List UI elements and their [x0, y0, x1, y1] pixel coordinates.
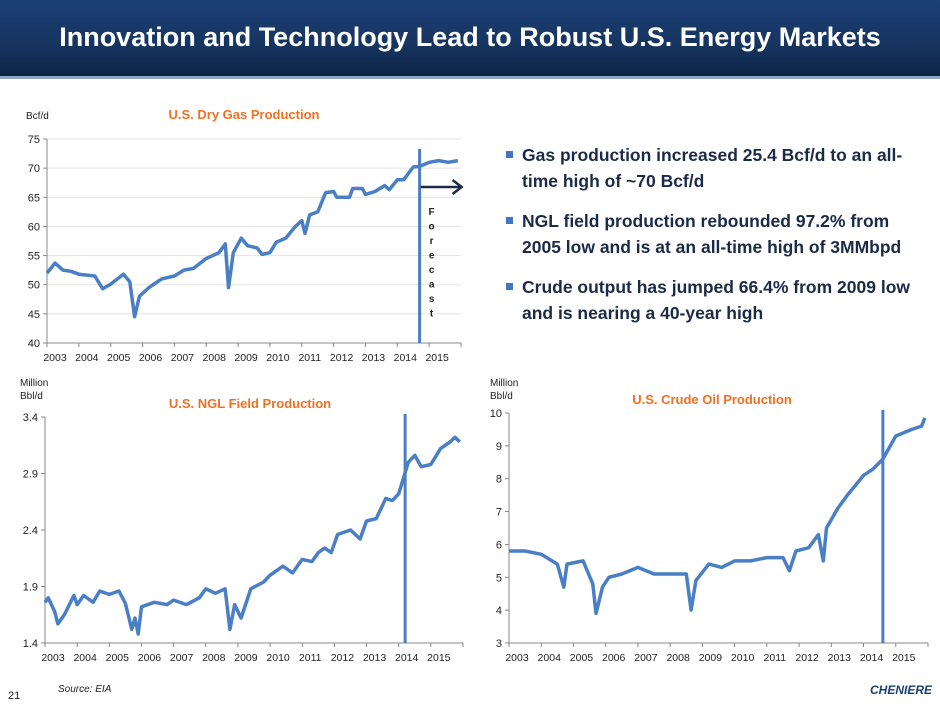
x-tick-label: 2007 — [171, 352, 195, 364]
x-tick-label: 2014 — [394, 352, 418, 364]
bullet-square-icon — [506, 283, 513, 290]
x-tick-label: 2012 — [330, 352, 354, 364]
source-note: Source: EIA — [58, 684, 112, 695]
forecast-label-char: a — [429, 280, 435, 291]
x-tick-label: 2011 — [299, 652, 322, 664]
y-tick-label: 50 — [28, 280, 40, 292]
slide-title: Innovation and Technology Lead to Robust… — [59, 22, 881, 52]
y-tick-label: 2.9 — [23, 469, 38, 481]
x-tick-label: 2009 — [234, 352, 258, 364]
y-tick-label: 5 — [496, 572, 502, 584]
x-tick-label: 2010 — [266, 652, 290, 664]
x-tick-label: 2008 — [666, 652, 690, 664]
x-tick-label: 2014 — [860, 652, 884, 664]
y-tick-label: 65 — [28, 192, 40, 204]
bullet-square-icon — [506, 151, 513, 158]
y-axis-label: Million — [490, 378, 518, 389]
forecast-label-char: e — [429, 251, 435, 262]
x-tick-label: 2008 — [203, 352, 227, 364]
bullet-text: Gas production increased 25.4 Bcf/d to a… — [522, 145, 903, 191]
x-tick-label: 2011 — [298, 352, 321, 364]
series-line — [509, 417, 927, 616]
y-tick-label: 7 — [496, 507, 502, 519]
y-tick-label: 60 — [28, 221, 40, 233]
x-tick-label: 2012 — [795, 652, 819, 664]
chart-title: U.S. Dry Gas Production — [169, 107, 320, 122]
y-tick-label: 2.4 — [23, 525, 38, 537]
x-tick-label: 2010 — [731, 652, 755, 664]
y-tick-label: 3.4 — [23, 412, 38, 424]
x-tick-label: 2003 — [43, 352, 67, 364]
x-tick-label: 2005 — [106, 652, 130, 664]
forecast-label-char: F — [429, 207, 435, 218]
y-axis-label: Million — [20, 378, 48, 389]
x-tick-label: 2013 — [828, 652, 852, 664]
bullet-item: Crude output has jumped 66.4% from 2009 … — [506, 274, 926, 326]
x-tick-label: 2013 — [362, 352, 386, 364]
y-tick-label: 9 — [496, 441, 502, 453]
cheniere-logo: CHENIERE — [870, 683, 933, 697]
series-line — [45, 158, 459, 319]
y-axis-label: Bbl/d — [490, 391, 513, 402]
y-tick-label: 3 — [496, 638, 502, 650]
page-number: 21 — [8, 690, 21, 702]
bullet-item: NGL field production rebounded 97.2% fro… — [506, 208, 926, 260]
y-tick-label: 6 — [496, 539, 502, 551]
bullet-list: Gas production increased 25.4 Bcf/d to a… — [506, 142, 926, 340]
y-tick-label: 1.4 — [23, 638, 38, 650]
x-tick-label: 2003 — [41, 652, 65, 664]
y-tick-label: 70 — [28, 163, 40, 175]
bullet-item: Gas production increased 25.4 Bcf/d to a… — [506, 142, 926, 194]
chart-title: U.S. NGL Field Production — [169, 396, 331, 411]
x-tick-label: 2007 — [170, 652, 194, 664]
x-tick-label: 2004 — [73, 652, 97, 664]
x-tick-label: 2008 — [202, 652, 226, 664]
x-tick-label: 2011 — [764, 652, 787, 664]
y-tick-label: 10 — [490, 408, 502, 420]
x-tick-label: 2004 — [75, 352, 99, 364]
series-line — [43, 435, 462, 636]
forecast-label-char: c — [429, 265, 435, 276]
bullet-text: NGL field production rebounded 97.2% fro… — [522, 211, 902, 257]
title-bar: Innovation and Technology Lead to Robust… — [0, 0, 940, 79]
x-tick-label: 2014 — [395, 652, 419, 664]
y-tick-label: 75 — [28, 134, 40, 146]
x-tick-label: 2005 — [570, 652, 594, 664]
x-tick-label: 2015 — [892, 652, 916, 664]
x-tick-label: 2006 — [602, 652, 626, 664]
x-tick-label: 2010 — [266, 352, 290, 364]
y-tick-label: 55 — [28, 251, 40, 263]
x-tick-label: 2004 — [538, 652, 562, 664]
x-tick-label: 2015 — [427, 652, 451, 664]
x-tick-label: 2006 — [139, 352, 163, 364]
bullet-text: Crude output has jumped 66.4% from 2009 … — [522, 277, 910, 323]
x-tick-label: 2013 — [363, 652, 387, 664]
y-tick-label: 40 — [28, 338, 40, 350]
x-tick-label: 2003 — [505, 652, 529, 664]
x-tick-label: 2015 — [425, 352, 449, 364]
forecast-label-char: r — [430, 236, 434, 247]
x-tick-label: 2007 — [634, 652, 658, 664]
forecast-label-char: s — [429, 294, 435, 305]
x-tick-label: 2009 — [234, 652, 258, 664]
chart-title: U.S. Crude Oil Production — [632, 392, 792, 407]
y-tick-label: 8 — [496, 474, 502, 486]
x-tick-label: 2012 — [331, 652, 355, 664]
x-tick-label: 2005 — [107, 352, 131, 364]
forecast-label-char: t — [430, 309, 434, 320]
y-axis-label: Bbl/d — [20, 391, 43, 402]
y-axis-label: Bcf/d — [26, 111, 49, 122]
forecast-arrowhead-icon — [451, 179, 464, 195]
y-tick-label: 4 — [496, 605, 502, 617]
y-tick-label: 45 — [28, 309, 40, 321]
x-tick-label: 2009 — [699, 652, 723, 664]
bullet-square-icon — [506, 217, 513, 224]
forecast-label-char: o — [429, 222, 435, 233]
y-tick-label: 1.9 — [23, 582, 38, 594]
x-tick-label: 2006 — [138, 652, 162, 664]
